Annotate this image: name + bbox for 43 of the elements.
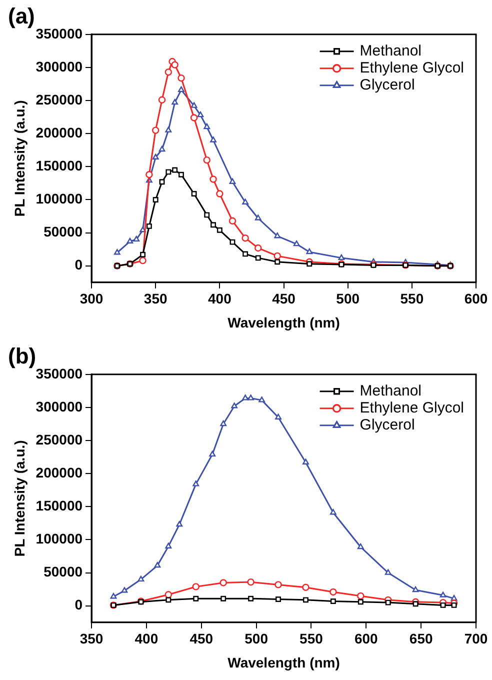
legend-label: Glycerol [360, 416, 415, 434]
x-tick-label: 550 [400, 290, 424, 307]
x-tick-label: 600 [354, 630, 378, 647]
y-tick-label: 0 [74, 256, 83, 273]
y-tick-label: 0 [74, 596, 83, 613]
y-tick-label: 100000 [36, 530, 83, 547]
y-tick-label: 250000 [36, 431, 83, 448]
x-tick-label: 650 [409, 630, 433, 647]
x-tick-label: 500 [244, 630, 268, 647]
y-tick-label: 300000 [36, 398, 83, 414]
x-tick-label: 300 [80, 290, 104, 307]
y-tick-label: 50000 [44, 564, 83, 580]
y-tick-label: 50000 [44, 224, 83, 240]
y-tick-label: 250000 [36, 91, 83, 108]
x-tick-label: 450 [190, 630, 214, 647]
x-tick-label: 350 [80, 630, 104, 647]
y-tick-label: 200000 [36, 124, 83, 140]
x-tick-label: 450 [272, 290, 296, 307]
chart-title: (b) [8, 343, 36, 368]
x-tick-label: 350 [144, 290, 168, 307]
y-tick-label: 200000 [36, 464, 83, 480]
y-tick-label: 300000 [36, 58, 83, 74]
x-tick-label: 500 [336, 290, 360, 307]
x-tick-label: 700 [464, 630, 488, 647]
legend-label: Glycerol [360, 76, 415, 94]
y-tick-label: 350000 [36, 25, 83, 42]
y-axis-title: PL Intensity (a.u.) [11, 440, 28, 557]
legend-label: Ethylene Glycol [360, 400, 464, 417]
legend-label: Methanol [360, 42, 422, 60]
x-tick-label: 400 [134, 630, 158, 647]
x-axis-title: Wavelength (nm) [228, 314, 340, 330]
x-tick-label: 600 [464, 290, 488, 307]
y-tick-label: 150000 [36, 158, 83, 174]
legend-label: Methanol [360, 382, 422, 400]
y-tick-label: 150000 [36, 498, 83, 514]
y-axis-title: PL Intensity (a.u.) [11, 100, 28, 217]
legend-label: Ethylene Glycol [360, 60, 464, 77]
chart-title: (a) [8, 3, 35, 28]
x-tick-label: 550 [300, 630, 324, 647]
y-tick-label: 350000 [36, 365, 83, 382]
x-tick-label: 400 [208, 290, 232, 307]
x-axis-title: Wavelength (nm) [228, 654, 340, 670]
y-tick-label: 100000 [36, 190, 83, 207]
